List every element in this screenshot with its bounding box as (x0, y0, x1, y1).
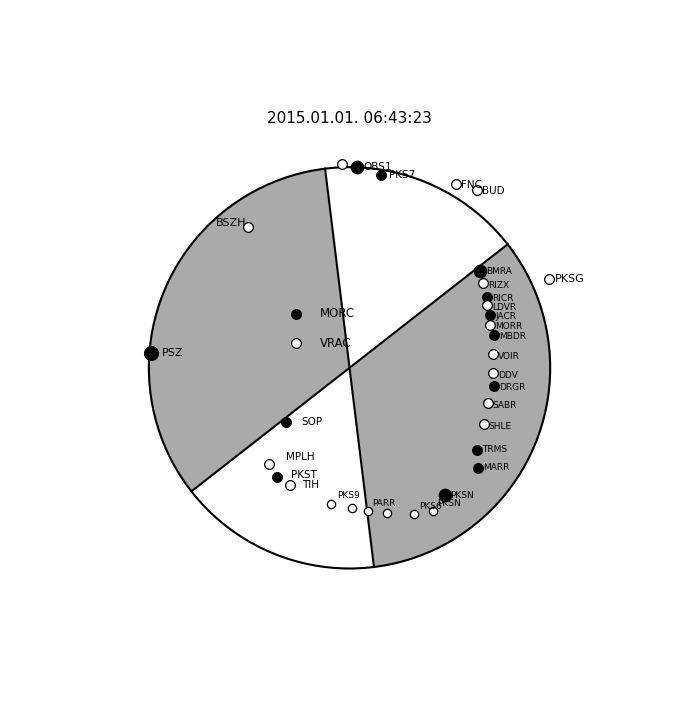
Text: 2015.01.01. 06:43:23: 2015.01.01. 06:43:23 (267, 111, 432, 125)
Text: LDVR: LDVR (492, 303, 516, 312)
Text: BUD: BUD (482, 186, 505, 196)
Text: RICR: RICR (492, 294, 514, 303)
Text: OBS1: OBS1 (363, 162, 391, 172)
Text: PKSG: PKSG (554, 274, 584, 284)
Text: TIH: TIH (301, 480, 318, 491)
Text: SOP: SOP (302, 417, 323, 427)
Text: JACR: JACR (495, 313, 516, 321)
Polygon shape (325, 167, 507, 368)
Text: MORR: MORR (495, 322, 522, 331)
Text: BSZH: BSZH (216, 218, 247, 228)
Text: DDV: DDV (498, 371, 518, 380)
Text: PKS7: PKS7 (389, 170, 415, 180)
Text: PKSN: PKSN (450, 491, 473, 500)
Text: PKS6: PKS6 (419, 502, 441, 510)
Text: PSZ: PSZ (162, 348, 184, 358)
Text: PKST: PKST (291, 469, 316, 479)
Text: DRGR: DRGR (499, 384, 525, 392)
Text: PARR: PARR (372, 498, 396, 508)
Text: VRAC: VRAC (320, 337, 352, 350)
Polygon shape (192, 368, 374, 569)
Circle shape (149, 167, 550, 569)
Text: SHLE: SHLE (488, 422, 512, 431)
Text: MORC: MORC (320, 308, 355, 320)
Text: MBDR: MBDR (499, 332, 526, 341)
Text: TRMS: TRMS (481, 445, 507, 454)
Text: VOIR: VOIR (498, 352, 520, 361)
Text: MARR: MARR (483, 463, 509, 472)
Text: FNC: FNC (461, 180, 482, 190)
Text: SABR: SABR (492, 401, 517, 410)
Text: RIZX: RIZX (488, 281, 509, 289)
Text: MPLH: MPLH (286, 452, 314, 462)
Text: PKSN: PKSN (437, 499, 461, 508)
Text: BMRA: BMRA (486, 267, 512, 276)
Text: PKS9: PKS9 (337, 491, 359, 501)
